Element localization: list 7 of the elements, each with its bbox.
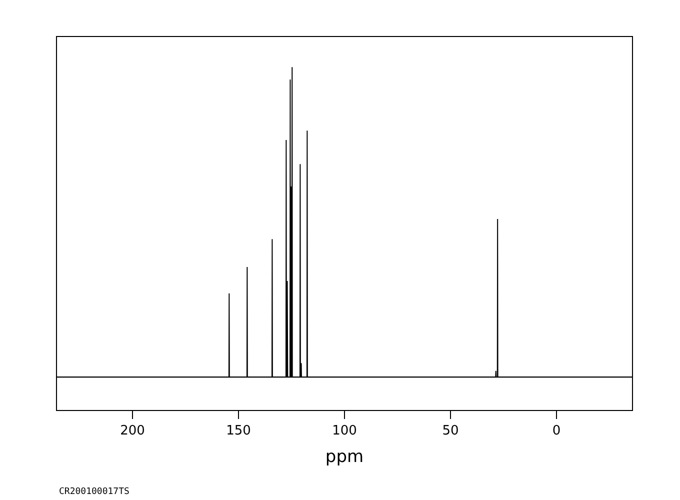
x-tick-label: 150 [226, 424, 251, 439]
x-tick-label: 200 [120, 424, 145, 439]
x-axis-title: ppm [325, 447, 364, 467]
x-tick-label: 50 [442, 424, 459, 439]
x-tick-label: 0 [552, 424, 561, 439]
text: CR200100017TS [59, 487, 130, 497]
x-tick-label: 100 [332, 424, 357, 439]
